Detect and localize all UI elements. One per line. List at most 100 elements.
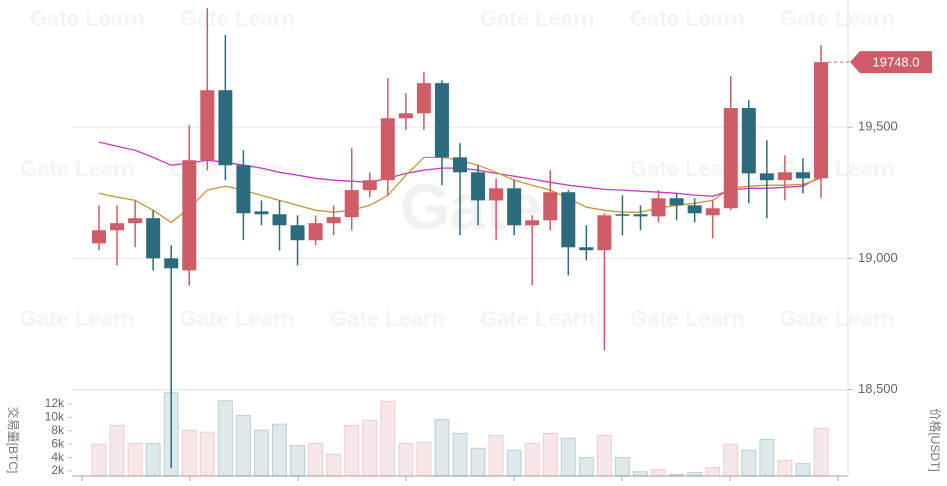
candle-body (164, 258, 179, 269)
volume-bar (596, 434, 612, 477)
volume-bar (777, 459, 793, 477)
candle (110, 205, 125, 266)
candle (146, 210, 161, 271)
volume-bar (614, 457, 630, 477)
candle (416, 72, 431, 131)
watermarks: Gate Learn Gate Learn Gate Learn Gate Le… (20, 6, 895, 331)
candle-body (453, 157, 467, 173)
volume-bar (326, 453, 342, 477)
candle-body (597, 215, 612, 251)
candle-body (471, 172, 486, 201)
watermark: Gate Learn (20, 306, 135, 331)
candle (254, 200, 269, 226)
candle-body (741, 108, 756, 174)
volume-bar (91, 443, 107, 477)
volume-bar (560, 437, 576, 477)
candle-body (615, 214, 630, 216)
candle (398, 93, 413, 131)
candle (561, 190, 576, 276)
y-tick-label: 19,000 (858, 250, 898, 265)
watermark: Gate Learn (330, 306, 445, 331)
candle (308, 215, 323, 246)
candle-body (92, 230, 106, 244)
volume-bar (416, 441, 432, 477)
volume-bar (723, 443, 739, 477)
candle-body (110, 223, 125, 231)
volume-bar (217, 400, 233, 477)
candle (525, 215, 540, 286)
candle (687, 198, 702, 223)
volume-bar (470, 447, 486, 477)
watermark: Gate Learn (630, 306, 745, 331)
candle (453, 143, 467, 236)
volume-bar (506, 449, 522, 477)
watermark: Gate Learn (30, 6, 145, 31)
watermark: Gate Learn (780, 306, 895, 331)
candle (434, 80, 449, 186)
candle-body (687, 205, 702, 214)
candle (741, 100, 756, 204)
volume-bar (452, 432, 468, 477)
candle (344, 148, 359, 231)
volume-bar (651, 469, 667, 477)
candle-body (561, 192, 576, 248)
candle (218, 35, 233, 181)
candle-body (814, 62, 828, 179)
candle-body (489, 188, 504, 201)
x-axis-ticks (81, 476, 839, 481)
volume-tick-label: 10k (45, 410, 65, 424)
volume-bar (813, 427, 829, 477)
candle (723, 76, 738, 211)
candle (705, 200, 720, 239)
volume-bar (434, 418, 450, 477)
candle-body (128, 218, 143, 224)
last-price-label: 19748.0 (873, 55, 920, 70)
y-tick-label: 19,500 (858, 119, 898, 134)
y-tick-label: 18,500 (858, 381, 898, 396)
watermark: Gate Learn (480, 306, 595, 331)
volume-bar (344, 424, 360, 477)
volume-bar (308, 443, 324, 477)
volume-tick-label: 2k (51, 463, 65, 477)
candle (633, 205, 648, 231)
volume-tick-label: 6k (51, 436, 65, 450)
candle-body (290, 225, 305, 241)
candle (489, 178, 504, 241)
volume-bar (199, 431, 215, 477)
candle-body (723, 108, 738, 209)
candle-body (182, 160, 197, 271)
candle-body (344, 190, 359, 218)
volume-bar (290, 445, 306, 477)
volume-bar (127, 443, 143, 477)
candle-body (705, 208, 720, 216)
volume-tick-label: 4k (51, 450, 65, 464)
volume-bar (633, 471, 648, 477)
volume-axis-label: 交易量[BTC] (6, 407, 21, 474)
volume-bar (741, 449, 757, 477)
watermark: Gate Learn (180, 306, 295, 331)
candle-body (200, 90, 215, 161)
volume-bar (398, 443, 414, 477)
candle (669, 193, 684, 221)
watermark: Gate Learn (20, 156, 135, 181)
candle (164, 245, 179, 469)
candle (128, 200, 143, 248)
candle (597, 213, 612, 351)
candle-body (362, 180, 377, 191)
candle-body (218, 90, 233, 166)
volume-bar (181, 429, 197, 477)
candle-body (525, 220, 540, 226)
candle-body (777, 172, 792, 181)
volume-bar (578, 457, 594, 477)
candle-body (416, 83, 431, 114)
candle (777, 155, 792, 201)
candle (182, 125, 197, 286)
volume-bar (524, 443, 540, 477)
volume-tick-label: 12k (45, 396, 65, 410)
candle-body (651, 198, 666, 217)
volume-bar (145, 443, 161, 477)
candle (651, 190, 666, 223)
candle (615, 195, 630, 236)
candle-body (507, 188, 522, 226)
